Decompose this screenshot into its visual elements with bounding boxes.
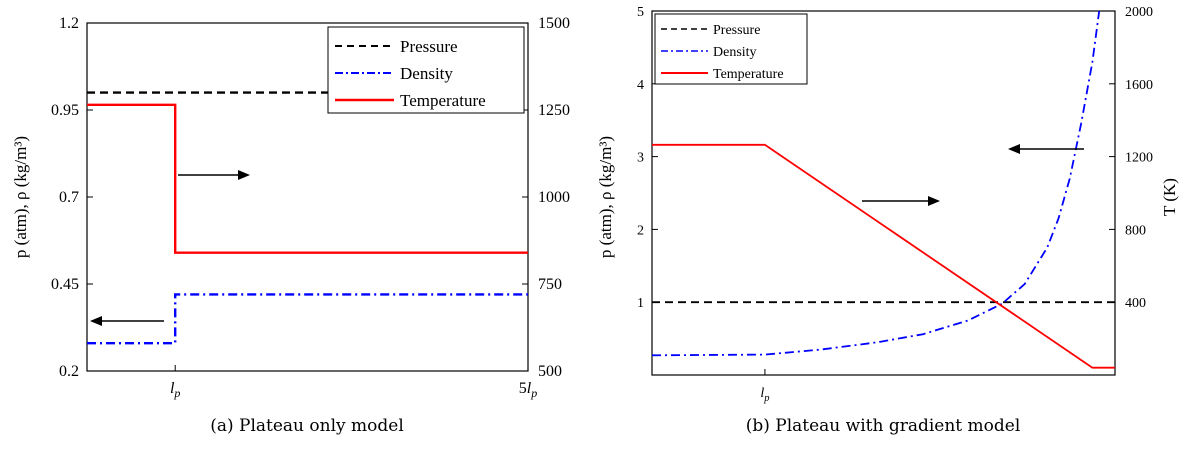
- chart-a-ylabel-left: p (atm), ρ (kg/m³): [11, 136, 30, 258]
- chart-a-xtick-label: lp: [170, 380, 180, 400]
- chart-b-ytick-left-label: 5: [637, 5, 644, 20]
- chart-b-legend-box: [654, 13, 808, 85]
- chart-b-ytick-right-label: 400: [1125, 296, 1146, 311]
- chart-a-legend-pressure: Pressure: [400, 37, 458, 56]
- chart-b-ytick-right-label: 1200: [1125, 151, 1153, 166]
- chart-b-ytick-right-label: 800: [1125, 223, 1146, 238]
- chart-a-ytick-right-label: 1250: [538, 102, 570, 119]
- chart-a-ytick-left-label: 0.45: [51, 276, 79, 293]
- chart-b-legend: Pressure Density Temperature: [654, 13, 808, 85]
- chart-a-series: [87, 91, 528, 345]
- chart-b-series-density: [651, 10, 1101, 357]
- chart-a-series-density: [87, 293, 528, 345]
- chart-b-ytick-left-label: 2: [637, 223, 644, 238]
- chart-b-arrow-right-head: [928, 196, 940, 206]
- chart-b-arrow-left-head: [1008, 144, 1020, 154]
- chart-b-ytick-right-label: 2000: [1125, 5, 1153, 20]
- chart-a-ytick-left-label: 0.2: [59, 363, 79, 380]
- chart-a-ytick-right-label: 1000: [538, 189, 570, 206]
- chart-a-legend-box: [327, 26, 525, 114]
- chart-b-ylabel-left: p (atm), ρ (kg/m³): [596, 136, 615, 258]
- chart-b-xtick-label: lp: [760, 386, 769, 404]
- chart-b-ticks: 1 2 3 4 5 400 800 1200 1600 2000 lp: [637, 5, 1153, 404]
- chart-a-caption: (a) Plateau only model: [210, 416, 404, 436]
- chart-a-legend: Pressure Density Temperature: [327, 26, 525, 114]
- chart-b-series-temperature: [652, 143, 1115, 369]
- chart-b-series: [651, 10, 1115, 369]
- chart-b-ytick-left-label: 3: [637, 151, 644, 166]
- chart-a-ytick-right-label: 500: [538, 363, 562, 380]
- chart-b-plateau-gradient: 1 2 3 4 5 400 800 1200 1600 2000 lp p (atm), ρ (kg…: [596, 5, 1179, 436]
- chart-a-ytick-left-label: 0.95: [51, 102, 79, 119]
- chart-a-ytick-left-label: 1.2: [59, 15, 79, 32]
- chart-a-arrow-left-head: [90, 316, 102, 326]
- chart-b-legend-pressure: Pressure: [713, 23, 760, 38]
- chart-b-legend-density: Density: [713, 45, 757, 60]
- chart-b-ytick-left-label: 1: [637, 296, 644, 311]
- chart-a-arrow-right-head: [238, 170, 250, 180]
- chart-a-legend-temperature: Temperature: [400, 91, 486, 110]
- chart-b-caption: (b) Plateau with gradient model: [746, 416, 1021, 436]
- chart-a-ytick-right-label: 1500: [538, 15, 570, 32]
- chart-a-ytick-right-label: 750: [538, 276, 562, 293]
- chart-a-plateau-only: 0.2 0.45 0.7 0.95 1.2 500 750 1000 1250 1500 lp 5lp…: [11, 15, 570, 436]
- chart-a-ytick-left-label: 0.7: [59, 189, 79, 206]
- chart-b-plot-frame: [651, 10, 1116, 376]
- chart-b-legend-temperature: Temperature: [713, 67, 784, 82]
- chart-b-ylabel-right: T (K): [1160, 178, 1179, 216]
- chart-a-legend-density: Density: [400, 64, 453, 83]
- chart-a-series-temperature: [87, 103, 528, 254]
- chart-b-ytick-left-label: 4: [637, 78, 644, 93]
- chart-b-ytick-right-label: 1600: [1125, 78, 1153, 93]
- chart-a-xtick-label: 5lp: [519, 380, 537, 400]
